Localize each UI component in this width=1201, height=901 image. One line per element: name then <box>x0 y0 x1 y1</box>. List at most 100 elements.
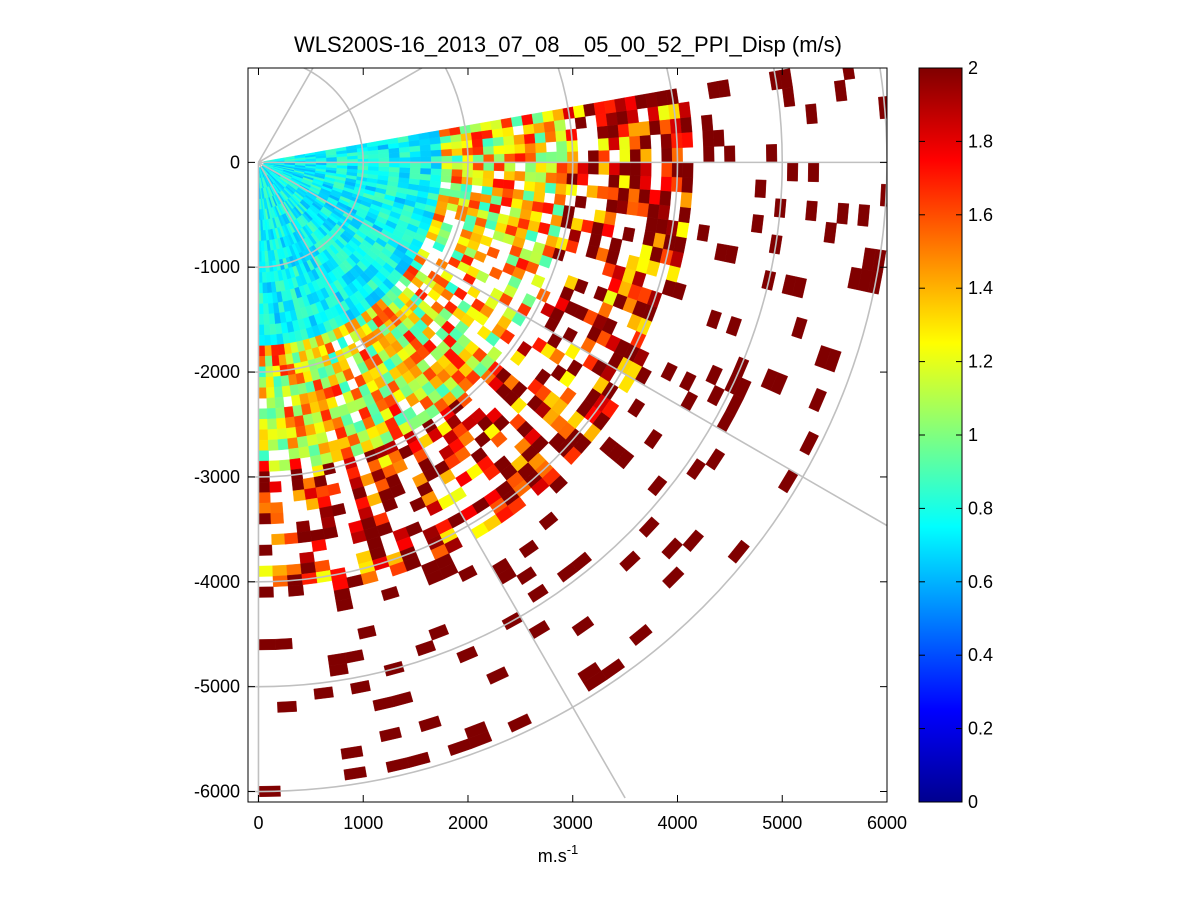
heatmap-cell <box>524 142 537 154</box>
heatmap-cell <box>415 640 437 657</box>
heatmap-cell <box>450 182 462 192</box>
heatmap-cell <box>603 211 617 226</box>
heatmap-cell <box>451 162 463 170</box>
heatmap-cell <box>258 335 266 347</box>
heatmap-cell <box>605 198 619 213</box>
heatmap-cell <box>572 104 586 119</box>
heatmap-cell <box>786 162 799 182</box>
heatmap-cell <box>472 146 484 156</box>
heatmap-cell <box>279 459 292 472</box>
heatmap-cell <box>451 147 463 156</box>
heatmap-cell <box>271 533 286 546</box>
heatmap-cell <box>428 623 450 641</box>
heatmap-cell <box>503 170 516 181</box>
azimuth-line <box>258 68 424 164</box>
heatmap-cell <box>531 112 544 124</box>
heatmap-cell <box>571 551 593 572</box>
heatmap-cell <box>500 117 513 129</box>
heatmap-cell <box>556 151 568 163</box>
x-tick-label: 2000 <box>448 813 488 833</box>
heatmap-cell <box>733 377 752 400</box>
heatmap-cell <box>441 162 453 170</box>
heatmap-cell <box>629 148 642 163</box>
heatmap-cell <box>388 152 401 159</box>
x-axis-label: m.s-1 <box>538 842 579 866</box>
heatmap-cell <box>503 135 515 146</box>
heatmap-cell <box>313 686 334 700</box>
heatmap-cell <box>535 171 547 183</box>
heatmap-cell <box>270 512 284 525</box>
heatmap-cell <box>483 153 495 163</box>
heatmap-cell <box>555 129 567 142</box>
heatmap-cell <box>657 104 671 121</box>
heatmap-cell <box>647 105 660 122</box>
heatmap-cell <box>305 497 320 511</box>
y-axis: 0 -1000 -2000 -3000 -4000 -5000 -6000 <box>194 152 887 802</box>
heatmap-cell <box>593 101 607 116</box>
heatmap-cell <box>617 123 630 138</box>
heatmap-cell <box>533 121 546 134</box>
heatmap-cell <box>258 387 267 399</box>
heatmap-cell <box>626 108 639 124</box>
heatmap-cell <box>486 666 509 685</box>
heatmap-cell <box>420 156 432 163</box>
heatmap-cell <box>273 386 284 398</box>
heatmap-cell <box>534 131 547 144</box>
heatmap-cell <box>258 492 271 504</box>
heatmap-cell <box>617 187 630 202</box>
heatmap-cell <box>367 165 380 172</box>
heatmap-cell <box>807 162 820 183</box>
heatmap-cell <box>619 162 631 176</box>
heatmap-cell <box>264 334 272 347</box>
heatmap-cell <box>639 175 652 191</box>
heatmap-cell <box>328 662 349 677</box>
heatmap-cell <box>638 121 651 136</box>
heatmap-cell <box>648 189 662 205</box>
heatmap-cell <box>770 372 789 396</box>
heatmap-cell <box>391 691 414 707</box>
heatmap-cell <box>587 150 600 163</box>
x-axis-label-superscript: -1 <box>567 842 579 857</box>
heatmap-cell <box>441 155 453 163</box>
heatmap-cell <box>682 162 694 178</box>
heatmap-cell <box>661 162 673 178</box>
heatmap-cell <box>619 149 631 163</box>
heatmap-cell <box>262 292 269 305</box>
colorbar-tick-label: 0.6 <box>968 572 993 592</box>
heatmap-cell <box>643 428 663 450</box>
heatmap-cell <box>430 162 443 170</box>
heatmap-cell <box>504 162 516 172</box>
heatmap-cell <box>503 144 516 155</box>
heatmap-cell <box>258 429 269 441</box>
heatmap-cell <box>302 477 317 490</box>
heatmap-cell <box>493 144 505 155</box>
heatmap-cell <box>523 133 536 144</box>
heatmap-cell <box>430 155 443 163</box>
heatmap-cell <box>823 221 837 244</box>
heatmap-cell <box>440 174 453 183</box>
heatmap-cell <box>258 481 271 493</box>
heatmap-cell <box>410 156 422 163</box>
heatmap-cell <box>660 133 673 149</box>
heatmap-cell <box>678 206 692 224</box>
heatmap-cell <box>516 566 537 586</box>
heatmap-cell <box>392 458 408 474</box>
heatmap-cell <box>647 203 660 219</box>
colorbar-tick-label: 1.4 <box>968 278 993 298</box>
heatmap-cell <box>521 113 534 126</box>
heatmap-cell <box>304 487 318 501</box>
x-axis-label-text: m.s <box>538 846 567 866</box>
heatmap-cell <box>450 175 463 184</box>
heatmap-cell <box>671 282 687 301</box>
heatmap-cell <box>679 371 697 392</box>
heatmap-cell <box>388 171 400 178</box>
heatmap-cell <box>503 179 515 190</box>
heatmap-cell <box>660 176 673 192</box>
heatmap-cell <box>409 167 421 174</box>
heatmap-cell <box>258 418 269 431</box>
heatmap-cell <box>553 193 567 206</box>
heatmap-cell <box>629 623 653 646</box>
heatmap-cell <box>555 182 567 195</box>
heatmap-cell <box>628 122 641 137</box>
heatmap-cell <box>514 171 526 182</box>
